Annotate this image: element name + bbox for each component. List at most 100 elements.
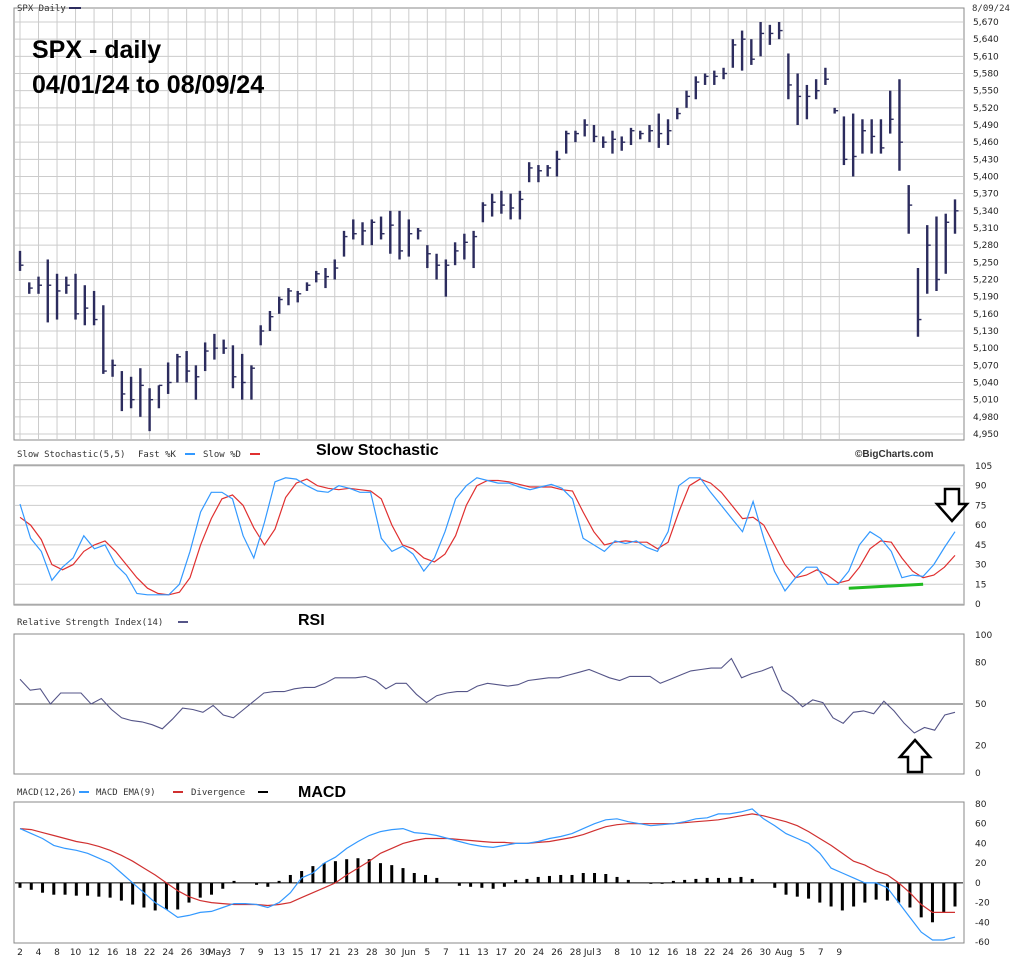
x-tick-label: 28 — [366, 948, 378, 958]
stochastic-panel: 105 90 75 60 45 30 15 0 Slow Stochastic(5,5) Fa… — [13, 442, 992, 610]
price-bar — [490, 193, 496, 217]
price-bar — [750, 39, 755, 65]
price-bar — [916, 268, 922, 337]
price-bar — [611, 130, 616, 154]
price-tick-label: 5,130 — [973, 327, 999, 337]
price-bar — [222, 339, 228, 354]
x-tick-label: Aug — [775, 948, 793, 958]
price-bar — [768, 24, 774, 45]
x-tick-label: 26 — [741, 948, 753, 958]
price-bar — [824, 67, 829, 85]
price-bar — [231, 345, 237, 389]
price-bar — [268, 310, 274, 331]
stochastic-title: Slow Stochastic — [316, 442, 439, 459]
price-bar — [407, 219, 413, 257]
price-bar — [657, 113, 663, 148]
stochastic-tick-label: 60 — [975, 521, 987, 531]
price-bar — [944, 213, 950, 274]
x-tick-label: 26 — [551, 948, 563, 958]
x-tick-label: 24 — [162, 948, 174, 958]
symbol-label: SPX Daily — [17, 4, 66, 14]
price-bar — [203, 342, 209, 372]
price-bar — [722, 67, 728, 80]
x-tick-label: 16 — [107, 948, 119, 958]
price-bar — [666, 119, 672, 146]
price-bar — [129, 376, 135, 409]
x-tick-label: 3 — [225, 948, 231, 958]
price-bar — [592, 125, 598, 143]
x-tick-label: 21 — [329, 948, 340, 958]
macd-tick-label: 60 — [975, 820, 987, 830]
price-bar — [324, 268, 329, 289]
price-bar — [398, 210, 404, 260]
price-bar — [74, 273, 80, 320]
x-tick-label: 7 — [239, 948, 245, 958]
price-bar — [287, 288, 292, 306]
price-bar — [953, 199, 959, 234]
x-tick-label: 5 — [799, 948, 805, 958]
stochastic-tick-label: 45 — [975, 541, 986, 551]
price-tick-label: 5,670 — [973, 18, 999, 28]
x-tick-label: 8 — [54, 948, 60, 958]
price-bar — [537, 165, 542, 183]
x-tick-label: 5 — [424, 948, 430, 958]
price-bar — [250, 365, 255, 400]
price-tick-label: 5,010 — [973, 396, 999, 406]
price-bar — [46, 259, 52, 323]
rsi-tick-label: 50 — [975, 700, 987, 710]
stochastic-panel-frame — [13, 464, 965, 606]
price-bar — [888, 90, 894, 134]
x-tick-label: 11 — [459, 948, 470, 958]
x-tick-label: 20 — [514, 948, 526, 958]
price-bar — [879, 119, 885, 154]
x-tick-label: 22 — [144, 948, 155, 958]
x-tick-label: 13 — [273, 948, 284, 958]
price-bar — [18, 250, 24, 271]
price-bar — [139, 368, 144, 417]
price-tick-label: 5,580 — [973, 70, 999, 80]
price-bar — [935, 216, 940, 291]
rsi-label: Relative Strength Index(14) — [17, 618, 163, 628]
price-tick-label: 5,460 — [973, 138, 999, 148]
price-tick-label: 5,520 — [973, 104, 999, 114]
x-tick-label: Jun — [401, 948, 416, 958]
price-bar — [361, 222, 367, 246]
price-tick-label: 5,100 — [973, 344, 999, 354]
price-bar — [379, 216, 385, 240]
price-bar — [620, 136, 626, 151]
price-bar — [444, 259, 450, 297]
x-tick-label: 3 — [596, 948, 602, 958]
stochastic-label: Slow Stochastic(5,5) — [17, 450, 125, 460]
price-bar — [685, 90, 691, 108]
price-bar — [574, 130, 579, 143]
price-bar — [870, 119, 876, 154]
macd-tick-label: 80 — [975, 800, 987, 810]
x-tick-label: 12 — [88, 948, 99, 958]
macd-ema-line — [19, 813, 955, 914]
slow-d-label: Slow %D — [203, 450, 241, 460]
stochastic-tick-label: 15 — [975, 580, 986, 590]
price-bar — [389, 210, 394, 254]
date-label: 8/09/24 — [972, 4, 1010, 14]
x-tick-label: 16 — [667, 948, 679, 958]
macd-tick-label: -20 — [975, 899, 990, 909]
x-tick-label: 13 — [477, 948, 488, 958]
price-y-axis: 5,670 5,640 5,610 5,580 5,550 5,520 5,490 5,460… — [973, 18, 999, 440]
price-bar — [111, 359, 117, 377]
price-bar — [518, 190, 524, 220]
price-bar — [157, 384, 163, 409]
rsi-y-axis: 100 80 50 20 0 — [975, 631, 992, 779]
price-bar — [926, 225, 931, 294]
price-bar — [416, 228, 422, 240]
up-arrow-icon — [897, 738, 933, 774]
price-bar — [37, 276, 43, 294]
price-bar — [102, 305, 107, 374]
x-tick-label: May — [208, 948, 227, 958]
macd-y-axis: 80 60 40 20 0 -20 -40 -60 — [975, 800, 990, 948]
price-bar — [240, 353, 246, 400]
x-tick-label: 30 — [199, 948, 211, 958]
macd-tick-label: 20 — [975, 859, 987, 869]
price-tick-label: 5,550 — [973, 87, 999, 97]
price-tick-label: 5,400 — [973, 173, 999, 183]
